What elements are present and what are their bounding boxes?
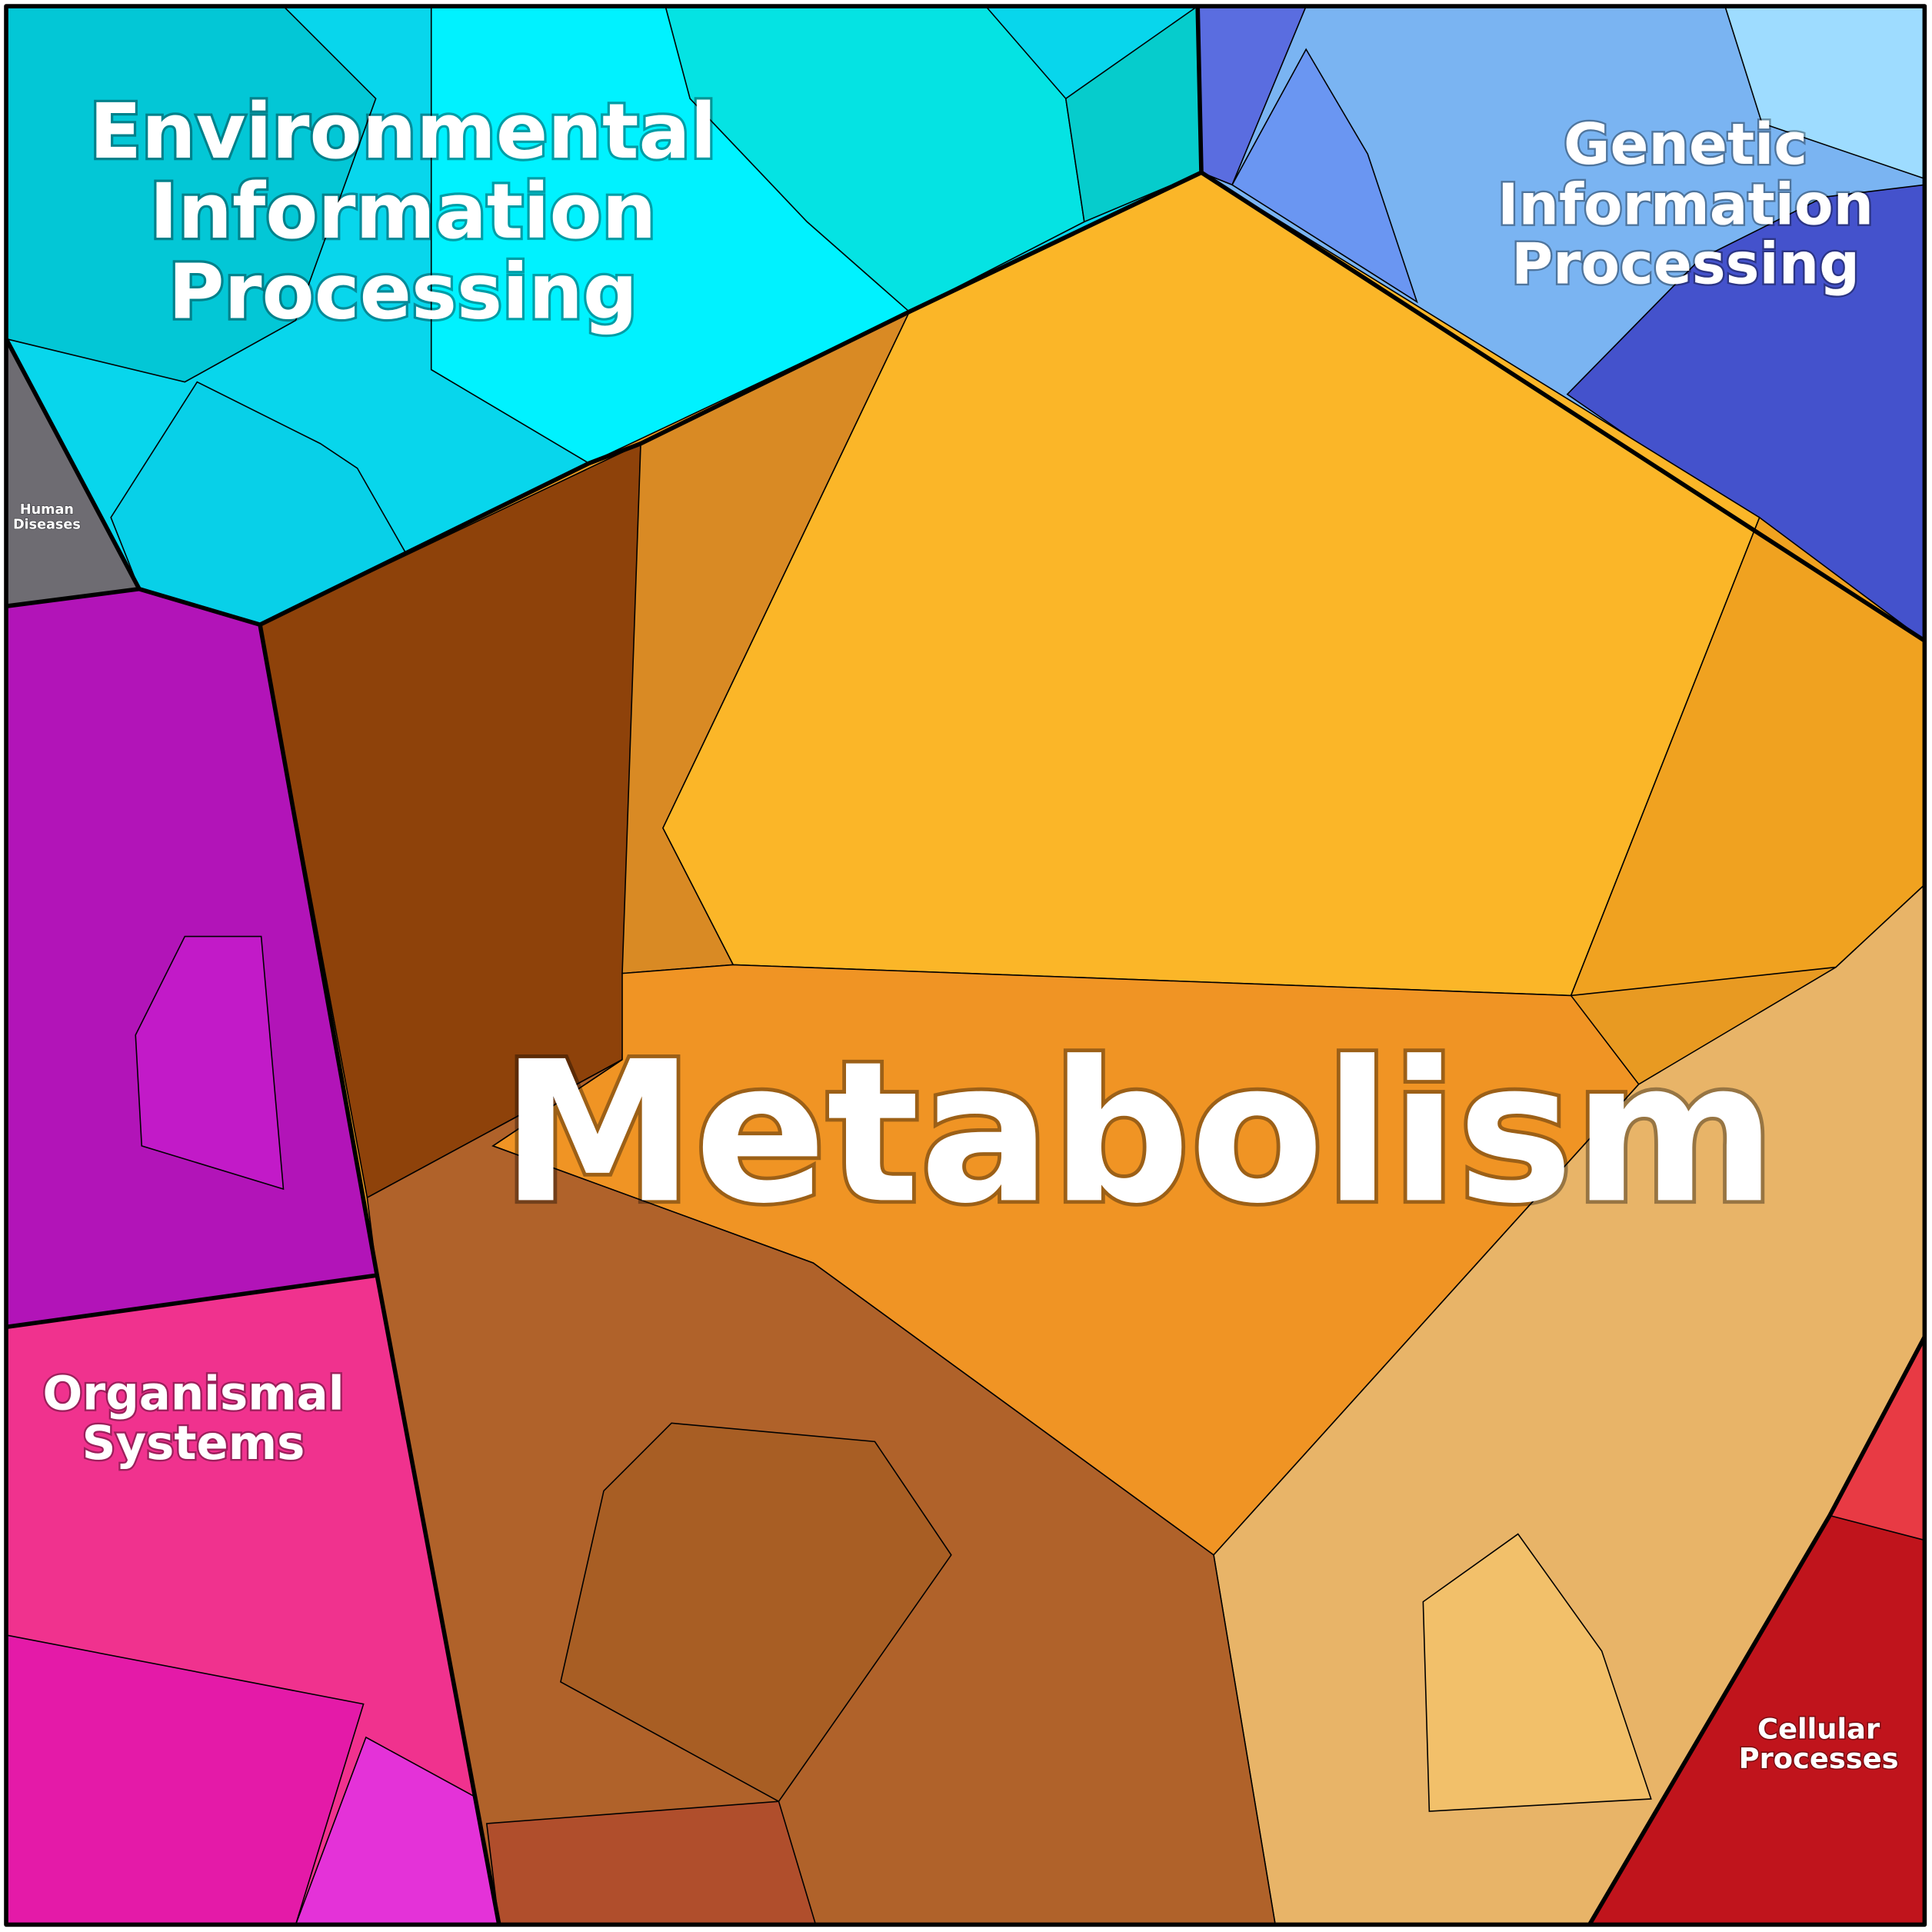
label: Processes	[1739, 1742, 1899, 1775]
label: Environmental	[89, 88, 716, 176]
region-boundary	[4, 5, 1927, 1926]
label: Processing	[168, 248, 638, 336]
label: Cellular	[1757, 1712, 1880, 1745]
cell	[560, 1422, 952, 1803]
cell	[135, 935, 285, 1191]
label: Organismal	[42, 1367, 344, 1421]
cell	[485, 1800, 817, 1926]
label: Information	[149, 168, 656, 256]
label: Information	[1497, 173, 1874, 238]
frame	[4, 4, 1927, 1927]
label: Genetic	[1564, 112, 1807, 178]
cell	[1231, 48, 1418, 304]
label: Processing	[1511, 232, 1860, 297]
label: Metabolism	[501, 1019, 1776, 1246]
label: Human	[20, 502, 74, 518]
label: Systems	[82, 1416, 305, 1471]
cell	[1422, 1533, 1652, 1812]
cell	[665, 5, 1085, 313]
label: Diseases	[13, 517, 81, 532]
